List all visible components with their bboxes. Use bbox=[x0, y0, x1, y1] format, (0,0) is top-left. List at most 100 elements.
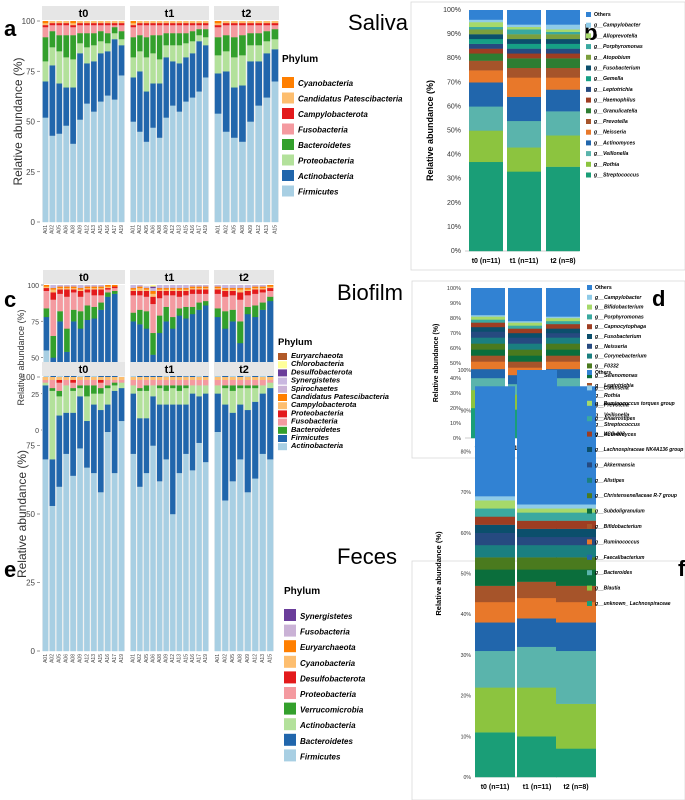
bar-segment-g-leptotrichia bbox=[469, 43, 503, 49]
bar-segment-g-alloprevotella bbox=[469, 22, 503, 28]
bar-segment-g-lachnospiraceae-nk4a136-group bbox=[475, 524, 515, 533]
bar-segment-firmicutes bbox=[118, 420, 125, 652]
bar-segment-synergistetes bbox=[130, 285, 136, 287]
legend-title: Phylum bbox=[284, 586, 320, 597]
bar-segment-synergistetes bbox=[150, 287, 156, 290]
y-axis-label: Relative abundance (%) bbox=[16, 309, 26, 405]
legend-entry: Bacteroidetes bbox=[291, 425, 341, 434]
bar-segment-desulfobacterota bbox=[97, 379, 104, 383]
bar-segment-candidatus-patescibacteria bbox=[244, 287, 251, 290]
facet-label: t0 bbox=[79, 364, 89, 376]
bar-segment-actinobacteria bbox=[203, 385, 209, 394]
x-tick-label: A02 bbox=[50, 654, 56, 663]
bar-segment-verrucomicrobia bbox=[84, 385, 90, 397]
bar-segment-proteobacteria bbox=[49, 379, 56, 389]
bar-segment-bacteroidetes bbox=[137, 35, 143, 52]
bar-segment-firmicutes bbox=[70, 143, 76, 223]
bar-segment-bacteroidetes bbox=[229, 309, 236, 322]
bar-segment-g-f0332 bbox=[471, 343, 505, 350]
bar-segment-firmicutes bbox=[255, 105, 263, 223]
bar-segment-bacteroidetes bbox=[118, 387, 125, 422]
bar-segment-g-ruminococcus-torques-group bbox=[556, 508, 596, 513]
bar-segment-proteobacteria bbox=[156, 59, 163, 84]
y-axis-label: Relative abundance (%) bbox=[433, 324, 440, 403]
bar-segment-spirochaetes bbox=[176, 286, 183, 289]
bar-segment-firmicutes bbox=[230, 137, 238, 223]
bar-segment-spirochaetes bbox=[130, 286, 136, 289]
bar-t1-a06 bbox=[150, 377, 156, 652]
bar-segment-g-haemophilus bbox=[469, 48, 503, 54]
legend-entry: Verrucomicrobia bbox=[300, 706, 364, 715]
bar-segment-actinobacteria bbox=[183, 57, 189, 102]
bar-segment-g-streptococcus bbox=[507, 171, 541, 252]
bar-segment-fusobacteria bbox=[143, 296, 150, 312]
legend-entry: Spirochaetes bbox=[291, 384, 338, 393]
y-tick-label: 70% bbox=[450, 331, 461, 337]
bar-segment-firmicutes bbox=[170, 328, 176, 387]
bar-segment-g-prevotella bbox=[546, 67, 580, 78]
legend-entry: g__Porphyromonas bbox=[593, 44, 643, 50]
legend-swatch bbox=[587, 570, 592, 576]
x-tick-label: A05 bbox=[232, 225, 238, 234]
bar-segment-g-prevotella bbox=[469, 60, 503, 71]
bar-segment-proteobacteria bbox=[222, 51, 230, 72]
facet-strip bbox=[43, 270, 125, 284]
bar-segment-verrucomicrobia bbox=[237, 385, 244, 389]
legend-entry: g__Anaerostipes bbox=[594, 416, 636, 422]
bar-segment-actinobacteria bbox=[70, 87, 76, 144]
bar-segment-proteobacteria bbox=[229, 379, 236, 386]
legend-swatch bbox=[284, 702, 296, 715]
bar-segment-actinobacteria bbox=[263, 53, 271, 98]
bar-t0-a01 bbox=[42, 21, 49, 223]
x-tick-label: A08 bbox=[70, 225, 76, 234]
bar-segment-firmicutes bbox=[163, 117, 169, 223]
legend-entry: Fusobacteria bbox=[298, 126, 348, 135]
bar-segment-cyanobacteria bbox=[63, 377, 70, 380]
bar-segment-fusobacteria bbox=[203, 293, 209, 302]
bar-segment-proteobacteria bbox=[143, 290, 150, 297]
bar-segment-actinobacteria bbox=[42, 382, 49, 386]
bar-segment-g-bacteroides bbox=[475, 650, 515, 688]
bar-segment-firmicutes bbox=[196, 309, 202, 376]
bar-segment-bacteroidetes bbox=[137, 418, 143, 487]
bar-segment-bacteroidetes bbox=[237, 321, 244, 344]
bar-segment-proteobacteria bbox=[137, 290, 143, 296]
legend-swatch bbox=[284, 624, 296, 637]
bar-segment-fusobacteria bbox=[63, 25, 70, 36]
bar-t1-a05 bbox=[143, 377, 150, 652]
bar-segment-campylobacterota bbox=[137, 23, 143, 26]
bar-segment-proteobacteria bbox=[237, 292, 244, 300]
bar-segment-proteobacteria bbox=[63, 379, 70, 386]
x-tick-label: A16 bbox=[190, 225, 196, 234]
bar-segment-candidatus-patescibacteria bbox=[163, 287, 169, 290]
bar-segment-spirochaetes bbox=[98, 285, 104, 287]
bar-t1-a09 bbox=[163, 377, 169, 652]
bar-segment-cyanobacteria bbox=[252, 377, 259, 380]
bar-segment-g-granulicatella bbox=[507, 58, 541, 69]
bar-segment-campylobacterota bbox=[252, 287, 259, 290]
bar-t2-a05 bbox=[230, 21, 238, 223]
bar-segment-g-bifidobacterium bbox=[546, 318, 580, 322]
bar-segment-bacteroidetes bbox=[214, 37, 222, 56]
legend-entry: g__Porphyromonas bbox=[594, 314, 644, 320]
bar-segment-proteobacteria bbox=[222, 290, 229, 297]
panel-a: a Saliva Relative abundance (%) 0 25 50 75 100 t… bbox=[4, 6, 409, 234]
bar-segment-bacteroidetes bbox=[203, 29, 209, 38]
bar-segment-bacteroidetes bbox=[63, 412, 70, 454]
bar-segment-actinobacteria bbox=[156, 83, 163, 138]
legend-swatch bbox=[586, 54, 591, 60]
x-tick-label: A13 bbox=[260, 654, 266, 663]
bar-segment-candidatus-patescibacteria bbox=[196, 286, 202, 289]
bar-segment-g-neisseria bbox=[546, 77, 580, 90]
bar-t1-a17 bbox=[196, 21, 202, 223]
bar-segment-bacteroidetes bbox=[196, 302, 202, 310]
bar-segment-cyanobacteria bbox=[56, 377, 63, 380]
bar-segment-fusobacteria bbox=[196, 25, 202, 30]
bar-t1-a01 bbox=[130, 21, 136, 223]
bar-segment-bacteroidetes bbox=[104, 404, 111, 432]
bar-segment-actinobacteria bbox=[42, 81, 49, 118]
bar-segment-g-bifidobacterium bbox=[471, 316, 505, 320]
bar-segment-cyanobacteria bbox=[259, 377, 266, 380]
x-tick-label: A01 bbox=[131, 225, 137, 234]
